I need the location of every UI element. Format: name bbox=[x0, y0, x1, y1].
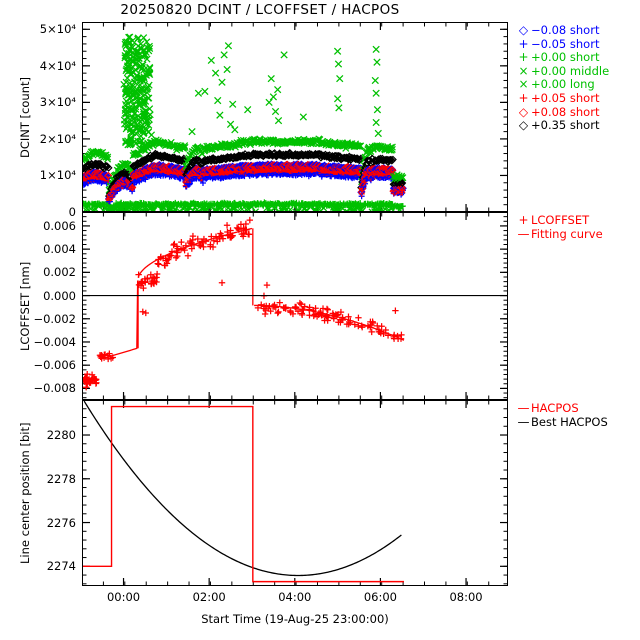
legend-label: Fitting curve bbox=[531, 226, 603, 241]
legend-label: Best HACPOS bbox=[531, 414, 608, 429]
x-axis-tick-label: 06:00 bbox=[363, 590, 397, 604]
axis-tick-label: 0.000 bbox=[43, 288, 76, 303]
dcint-legend-item[interactable]: ◇ −0.08 short bbox=[516, 23, 609, 38]
axis-tick-label: 2278 bbox=[46, 471, 76, 486]
dcint-legend-item[interactable]: + −0.05 short bbox=[516, 36, 609, 52]
lcoffset-legend-item[interactable]: + LCOFFSET bbox=[516, 213, 603, 228]
legend-marker-icon: ◇ bbox=[518, 104, 529, 119]
axis-tick-label: 2280 bbox=[46, 428, 76, 442]
page-title: 20250820 DCINT / LCOFFSET / HACPOS bbox=[120, 2, 400, 18]
axis-tick-label: 0.002 bbox=[43, 265, 76, 280]
legend-marker-icon: + bbox=[518, 213, 529, 227]
lcoffset-legend: + LCOFFSET — Fitting curve bbox=[516, 213, 603, 242]
x-axis-tick-label: 02:00 bbox=[192, 590, 226, 604]
axis-tick-label: 2276 bbox=[46, 515, 76, 530]
axis-tick-label: −0.004 bbox=[33, 334, 76, 349]
hacpos-legend-item[interactable]: — HACPOS bbox=[516, 401, 608, 416]
x-axis-tick-label: 08:00 bbox=[449, 590, 483, 604]
legend-label: +0.00 middle bbox=[531, 63, 610, 78]
axis-tick-label: 5×10⁴ bbox=[39, 22, 76, 37]
axis-tick-label: 3×10⁴ bbox=[39, 95, 76, 110]
hacpos-legend-item[interactable]: — Best HACPOS bbox=[516, 414, 608, 430]
axis-tick-label: 2274 bbox=[46, 559, 76, 574]
legend-label: HACPOS bbox=[531, 401, 579, 415]
legend-marker-icon: + bbox=[518, 50, 529, 65]
legend-marker-icon: + bbox=[518, 90, 529, 105]
axis-tick-label: 0.006 bbox=[43, 218, 76, 233]
legend-marker-icon: + bbox=[518, 36, 529, 51]
lcoffset-legend-item[interactable]: — Fitting curve bbox=[516, 226, 603, 242]
legend-label: +0.35 short bbox=[531, 118, 600, 133]
hacpos-y-axis-label: Line center position [bit] bbox=[18, 422, 32, 564]
x-axis-label: Start Time (19-Aug-25 23:00:00) bbox=[201, 612, 389, 626]
dcint-legend-item[interactable]: + +0.00 short bbox=[516, 51, 609, 65]
legend-marker-icon: ◇ bbox=[518, 118, 529, 133]
legend-label: +0.00 short bbox=[531, 50, 600, 65]
axis-tick-label: 0 bbox=[68, 205, 76, 219]
axis-tick-label: −0.006 bbox=[33, 358, 76, 373]
axis-tick-label: −0.008 bbox=[33, 381, 76, 396]
x-axis-tick-label: 04:00 bbox=[278, 590, 312, 604]
legend-label: +0.08 short bbox=[531, 104, 600, 119]
dcint-legend-item[interactable]: ◇ +0.08 short bbox=[516, 104, 609, 120]
x-axis-tick-label: 00:00 bbox=[106, 590, 141, 604]
dcint-legend: ◇ −0.08 short + −0.05 short + +0.00 short × +0.… bbox=[516, 23, 610, 133]
axis-tick-label: −0.002 bbox=[33, 311, 76, 326]
axis-tick-label: 4×10⁴ bbox=[39, 58, 76, 73]
dcint-legend-item[interactable]: ◇ +0.35 short bbox=[516, 119, 609, 133]
legend-label: −0.05 short bbox=[531, 36, 600, 51]
axis-tick-label: 2×10⁴ bbox=[39, 131, 76, 146]
dcint-legend-item[interactable]: × +0.00 long bbox=[516, 78, 609, 92]
legend-marker-icon: — bbox=[517, 414, 530, 429]
dcint-legend-item[interactable]: × +0.00 middle bbox=[516, 63, 610, 79]
legend-marker-icon: × bbox=[518, 63, 529, 78]
dcint-legend-item[interactable]: + +0.05 short bbox=[516, 90, 609, 106]
legend-label: +0.05 short bbox=[531, 90, 600, 105]
axis-tick-label: 0.004 bbox=[43, 242, 76, 257]
hacpos-legend: — HACPOS — Best HACPOS bbox=[516, 401, 608, 430]
legend-label: LCOFFSET bbox=[531, 213, 590, 227]
legend-label: −0.08 short bbox=[531, 23, 600, 37]
legend-marker-icon: × bbox=[518, 77, 529, 92]
legend-marker-icon: ◇ bbox=[518, 23, 529, 37]
legend-label: +0.00 long bbox=[531, 77, 595, 92]
legend-marker-icon: — bbox=[517, 226, 530, 241]
axis-tick-label: 1×10⁴ bbox=[39, 168, 76, 183]
legend-marker-icon: — bbox=[517, 401, 530, 415]
